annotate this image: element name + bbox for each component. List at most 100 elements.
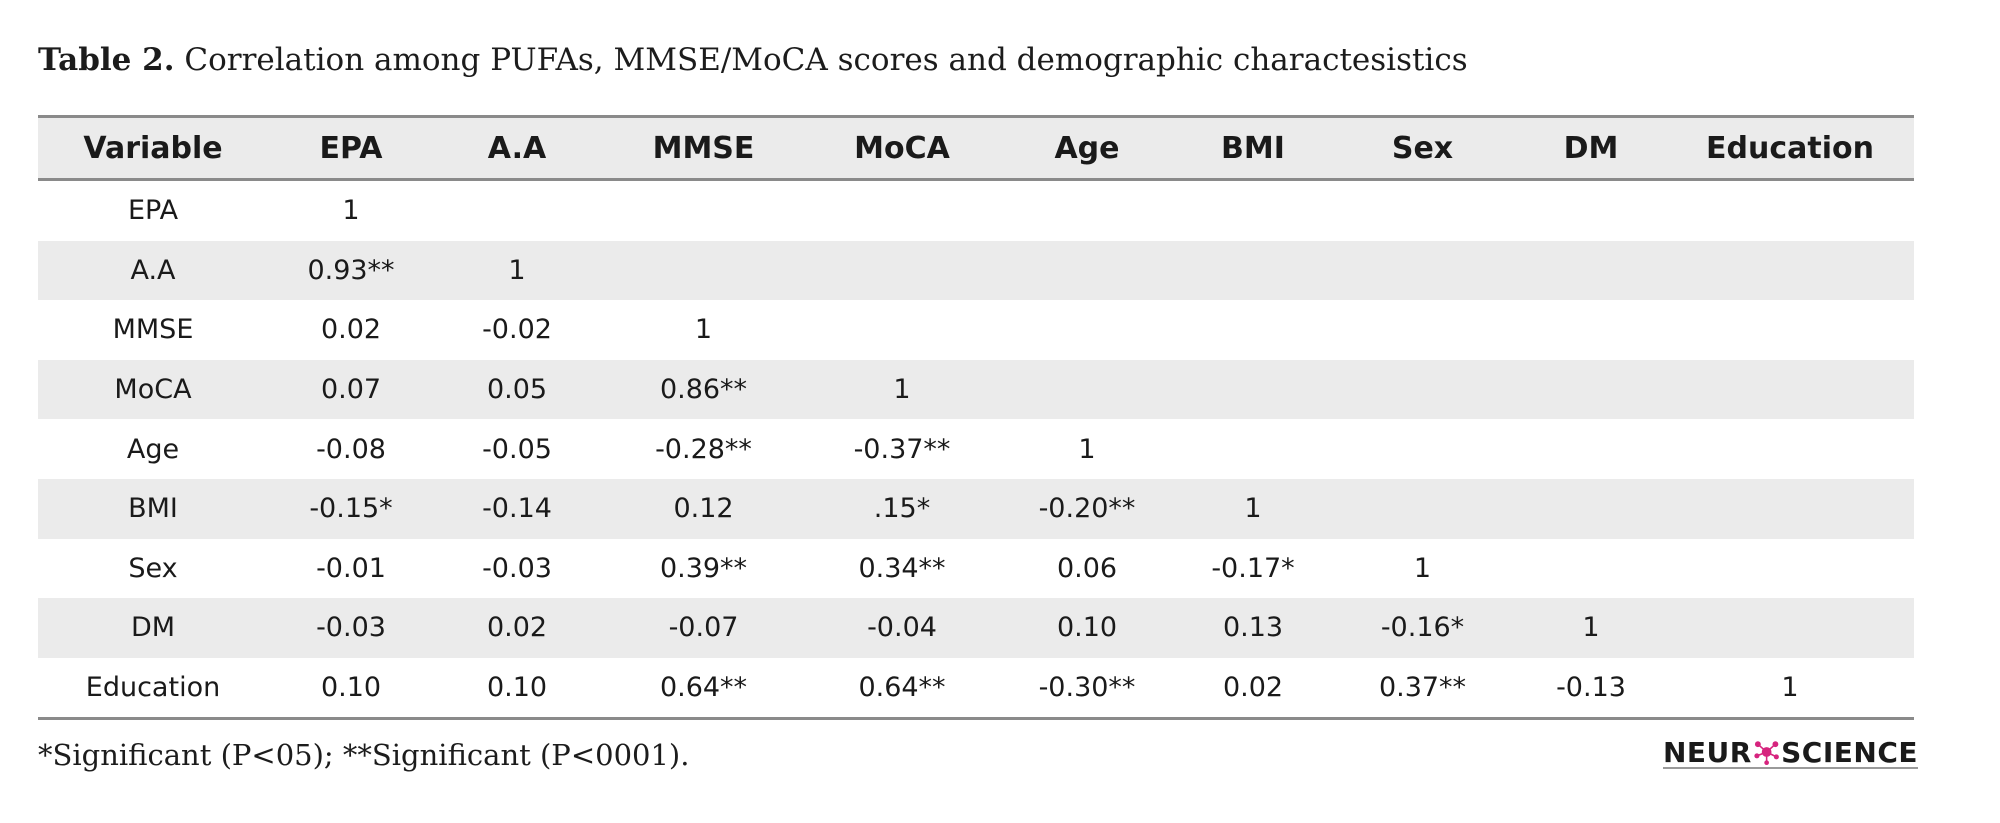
correlation-cell: -0.16*	[1380, 612, 1465, 644]
table-row: MoCA 0.07 0.05 0.86** 1	[38, 359, 1914, 420]
correlation-cell	[1666, 180, 1914, 241]
correlation-cell	[1666, 300, 1914, 360]
table-row: Sex -0.01 -0.03 0.39** 0.34** 0.06 -0.17* 1	[38, 539, 1914, 599]
neuron-cluster-icon	[1754, 741, 1779, 766]
correlation-cell: 0.10	[1056, 612, 1118, 644]
row-label-cell: EPA	[127, 195, 179, 227]
correlation-cell: 0.06	[1056, 552, 1118, 584]
correlation-cell: 0.39**	[659, 552, 748, 584]
correlation-cell	[1666, 241, 1914, 301]
correlation-cell	[997, 241, 1177, 301]
correlation-cell	[1329, 479, 1516, 539]
row-label-cell: MoCA	[114, 374, 192, 406]
correlation-cell: 0.02	[320, 314, 382, 346]
correlation-cell: -0.37**	[853, 433, 951, 465]
correlation-cell: 0.10	[268, 657, 434, 721]
row-label-cell: MMSE	[112, 314, 194, 346]
correlation-cell: 0.05	[486, 374, 548, 406]
correlation-cell	[1329, 300, 1516, 360]
correlation-cell: 0.93**	[307, 254, 395, 286]
column-header: Age	[997, 115, 1177, 181]
correlation-cell: 1	[1244, 493, 1262, 525]
correlation-cell: 1	[508, 254, 526, 286]
correlation-cell	[1666, 479, 1914, 539]
correlation-cell	[1666, 419, 1914, 479]
correlation-cell: 0.10	[434, 657, 600, 721]
correlation-cell: 0.13	[1222, 612, 1284, 644]
table-caption-text: Correlation among PUFAs, MMSE/MoCA score…	[184, 42, 1468, 78]
column-header: Education	[1666, 115, 1914, 181]
correlation-cell: -0.20**	[1038, 493, 1136, 525]
table-row: BMI -0.15* -0.14 0.12 .15* -0.20** 1	[38, 478, 1914, 539]
correlation-cell	[1516, 479, 1666, 539]
correlation-cell: -0.05	[482, 433, 552, 465]
correlation-cell: 1	[1413, 552, 1432, 584]
correlation-cell: 0.64**	[600, 657, 807, 721]
logo-underline	[1663, 767, 1918, 769]
correlation-cell: -0.03	[316, 612, 386, 644]
correlation-cell	[1177, 241, 1329, 301]
correlation-cell: 1	[1666, 657, 1914, 721]
table-caption-label: Table 2.	[38, 42, 175, 78]
correlation-cell: 0.34**	[858, 552, 946, 584]
correlation-cell	[1177, 419, 1329, 479]
correlation-cell: 0.86**	[659, 374, 748, 406]
correlation-cell: -0.17*	[1211, 552, 1295, 584]
correlation-cell	[1516, 241, 1666, 301]
correlation-cell: -0.03	[482, 552, 552, 584]
correlation-cell: 0.07	[320, 374, 382, 406]
correlation-cell	[1177, 360, 1329, 420]
table-footnote: *Significant (P<05); **Significant (P<00…	[38, 738, 690, 772]
correlation-cell	[1516, 300, 1666, 360]
table-header-row: Variable EPA A.A MMSE MoCA Age BMI Sex D…	[38, 115, 1914, 181]
correlation-cell: 1	[1078, 433, 1096, 465]
table-row: A.A 0.93** 1	[38, 240, 1914, 301]
column-header: EPA	[268, 115, 434, 181]
correlation-cell: 0.12	[673, 493, 734, 525]
correlation-cell	[1516, 180, 1666, 241]
correlation-cell	[434, 180, 600, 241]
correlation-cell: 1	[1582, 612, 1600, 644]
correlation-cell: 1	[694, 314, 713, 346]
correlation-cell: .15*	[873, 493, 931, 525]
column-header: MoCA	[807, 115, 997, 181]
column-header: MMSE	[600, 115, 807, 181]
logo-text-right: SCIENCE	[1781, 735, 1918, 769]
table-row: Age -0.08 -0.05 -0.28** -0.37** 1	[38, 419, 1914, 479]
correlation-cell	[1177, 180, 1329, 241]
correlation-cell: -0.08	[316, 433, 386, 465]
correlation-cell: -0.14	[482, 493, 552, 525]
correlation-cell: -0.28**	[655, 433, 752, 465]
correlation-cell: -0.13	[1516, 657, 1666, 721]
row-label-cell: A.A	[130, 254, 176, 286]
row-label-cell: Sex	[128, 552, 178, 584]
neuroscience-logo: NEUR SCIENCE	[1663, 732, 1918, 772]
correlation-cell	[1177, 300, 1329, 360]
column-header: A.A	[434, 115, 600, 181]
correlation-cell	[997, 360, 1177, 420]
correlation-table: Variable EPA A.A MMSE MoCA Age BMI Sex D…	[38, 115, 1914, 721]
correlation-cell: -0.15*	[309, 493, 393, 525]
correlation-cell	[1516, 360, 1666, 420]
table-body: EPA 1 A.A 0.93** 1 MMSE 0.02 -0.02 1 MoCA 0.07 0.05…	[38, 180, 1914, 721]
correlation-cell: 0.37**	[1329, 657, 1516, 721]
correlation-cell	[1516, 419, 1666, 479]
correlation-cell	[600, 180, 807, 241]
correlation-cell	[997, 300, 1177, 360]
correlation-cell: 1	[893, 374, 911, 406]
correlation-cell	[1666, 360, 1914, 420]
correlation-cell	[1516, 539, 1666, 599]
correlation-cell	[807, 241, 997, 301]
correlation-cell	[1666, 539, 1914, 599]
row-label-cell: BMI	[128, 493, 178, 525]
column-header: DM	[1516, 115, 1666, 181]
correlation-cell	[807, 300, 997, 360]
correlation-cell: -0.04	[867, 612, 937, 644]
table-row: EPA 1	[38, 180, 1914, 241]
table-row: MMSE 0.02 -0.02 1	[38, 300, 1914, 360]
correlation-cell: -0.01	[316, 552, 386, 584]
correlation-cell: -0.07	[668, 612, 739, 644]
row-label-cell: Education	[38, 657, 268, 721]
row-label-cell: Age	[126, 433, 180, 465]
logo-text-left: NEUR	[1663, 735, 1752, 769]
